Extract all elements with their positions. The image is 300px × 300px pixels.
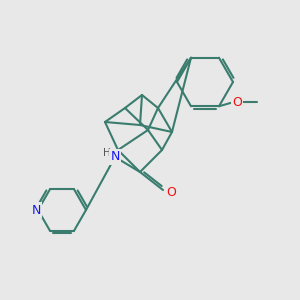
Text: N: N: [31, 203, 41, 217]
Text: H: H: [103, 148, 111, 158]
Text: O: O: [232, 96, 242, 109]
Text: O: O: [166, 187, 176, 200]
Text: N: N: [110, 151, 120, 164]
